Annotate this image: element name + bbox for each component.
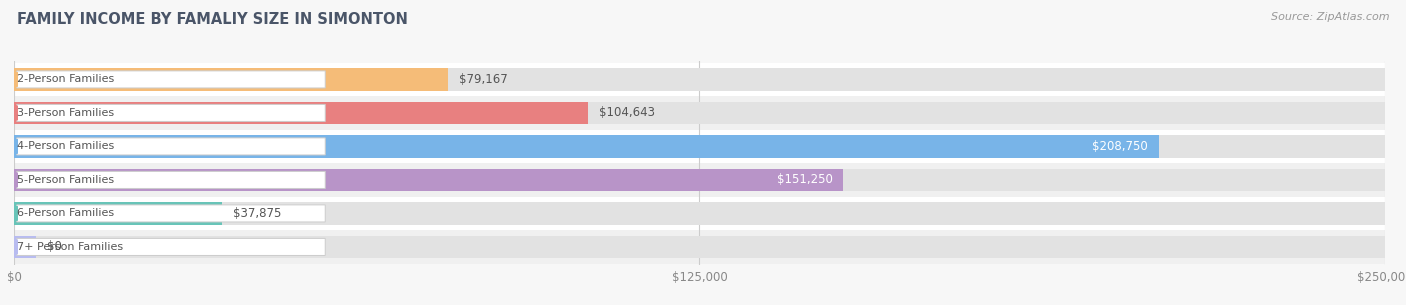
Text: 4-Person Families: 4-Person Families — [17, 142, 114, 151]
Text: 2-Person Families: 2-Person Families — [17, 74, 114, 84]
FancyBboxPatch shape — [17, 71, 325, 88]
Text: $0: $0 — [46, 240, 62, 253]
Bar — [14, 102, 588, 124]
Text: 3-Person Families: 3-Person Families — [17, 108, 114, 118]
Bar — [14, 135, 1159, 158]
Bar — [14, 235, 37, 258]
Bar — [14, 197, 1385, 230]
FancyBboxPatch shape — [17, 239, 325, 256]
Bar — [14, 169, 1385, 191]
Bar — [14, 102, 1385, 124]
Text: $104,643: $104,643 — [599, 106, 655, 120]
Text: 6-Person Families: 6-Person Families — [17, 208, 114, 218]
Text: $208,750: $208,750 — [1092, 140, 1147, 153]
Bar — [14, 68, 449, 91]
Text: $37,875: $37,875 — [233, 207, 281, 220]
Bar — [14, 169, 844, 191]
Bar — [14, 63, 1385, 96]
Bar — [14, 135, 1385, 158]
Bar — [14, 163, 1385, 197]
Text: 5-Person Families: 5-Person Families — [17, 175, 114, 185]
Bar — [14, 235, 1385, 258]
FancyBboxPatch shape — [17, 104, 325, 121]
Bar — [14, 130, 1385, 163]
FancyBboxPatch shape — [17, 205, 325, 222]
Text: Source: ZipAtlas.com: Source: ZipAtlas.com — [1271, 12, 1389, 22]
FancyBboxPatch shape — [17, 171, 325, 188]
Text: $151,250: $151,250 — [776, 174, 832, 186]
Bar — [14, 96, 1385, 130]
Bar — [14, 202, 1385, 225]
Bar — [14, 202, 222, 225]
Bar — [14, 68, 1385, 91]
Bar — [14, 230, 1385, 264]
FancyBboxPatch shape — [17, 138, 325, 155]
Text: FAMILY INCOME BY FAMALIY SIZE IN SIMONTON: FAMILY INCOME BY FAMALIY SIZE IN SIMONTO… — [17, 12, 408, 27]
Text: $79,167: $79,167 — [460, 73, 508, 86]
Text: 7+ Person Families: 7+ Person Families — [17, 242, 122, 252]
